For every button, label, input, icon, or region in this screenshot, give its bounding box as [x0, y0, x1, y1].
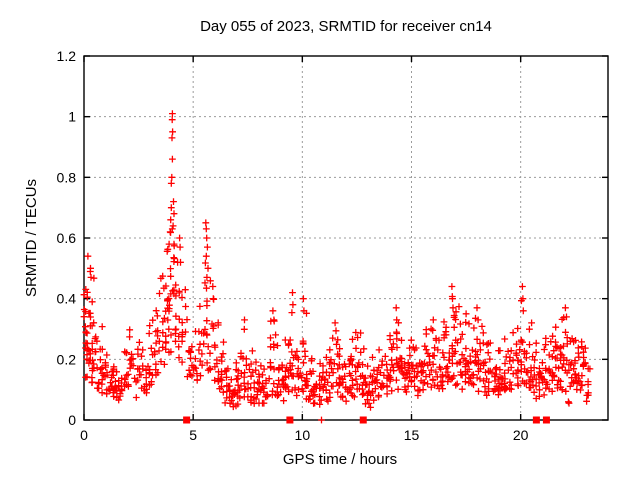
scatter-plus-markers — [80, 110, 594, 424]
flagged-zero-square-marker — [183, 416, 191, 424]
plot-frame — [83, 55, 609, 421]
y-tick-label: 1.2 — [57, 48, 77, 64]
data-points — [80, 110, 594, 424]
y-axis-label: SRMTID / TECUs — [23, 179, 40, 297]
flagged-zero-square-marker — [286, 416, 294, 424]
flagged-zero-square-marker — [532, 416, 540, 424]
y-tick-label: 1 — [68, 109, 76, 125]
x-tick-label: 20 — [513, 427, 529, 443]
y-tick-label: 0.4 — [57, 291, 77, 307]
x-tick-label: 10 — [295, 427, 311, 443]
x-tick-label: 5 — [189, 427, 197, 443]
x-axis-label: GPS time / hours — [283, 451, 397, 468]
x-tick-label: 0 — [80, 427, 88, 443]
flagged-zero-square-marker — [359, 416, 367, 424]
y-tick-label: 0 — [68, 412, 76, 428]
tick-labels: 0 5 10 15 20 0 0.2 0.4 0.6 0.8 1 1.2 — [57, 48, 529, 443]
chart-title: Day 055 of 2023, SRMTID for receiver cn1… — [200, 18, 492, 35]
y-tick-label: 0.2 — [57, 351, 77, 367]
x-tick-label: 15 — [404, 427, 420, 443]
y-tick-label: 0.6 — [57, 230, 77, 246]
y-tick-label: 0.8 — [57, 169, 77, 185]
flagged-zero-square-marker — [542, 416, 550, 424]
